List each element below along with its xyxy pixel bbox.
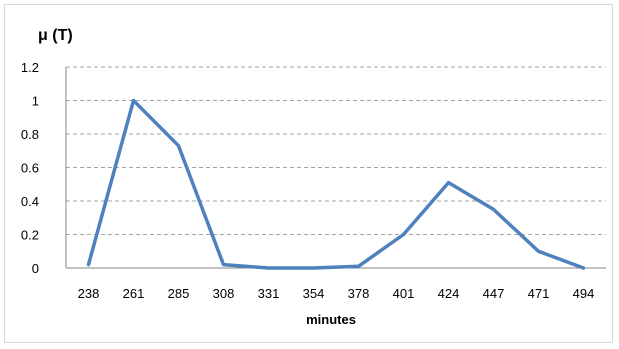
y-tick-label: 1.2 — [21, 60, 39, 75]
y-tick-label: 0.6 — [21, 161, 39, 176]
x-tick-label: 285 — [168, 286, 190, 301]
data-point — [582, 266, 585, 270]
data-point — [402, 233, 405, 236]
data-point — [177, 144, 180, 148]
x-tick-label: 424 — [438, 286, 460, 301]
x-tick-label: 238 — [78, 286, 100, 301]
data-point — [267, 266, 270, 270]
data-point — [357, 264, 360, 268]
x-tick-labels: 238 261 285 308 331 354 378 401 424 447 471 494 — [78, 286, 595, 301]
y-tick-label: 0 — [32, 261, 39, 276]
data-point — [537, 249, 540, 253]
y-tick-label: 0.4 — [21, 194, 39, 209]
data-point — [87, 263, 90, 267]
chart-frame — [4, 4, 613, 343]
series-layer — [86, 98, 586, 270]
y-tick-label: 1 — [32, 94, 39, 109]
x-tick-label: 471 — [528, 286, 550, 301]
x-tick-label: 494 — [573, 286, 595, 301]
data-point — [222, 263, 225, 267]
x-tick-label: 447 — [483, 286, 505, 301]
gridlines — [66, 66, 606, 235]
x-tick-label: 331 — [258, 286, 280, 301]
x-axis-title: minutes — [306, 312, 356, 327]
x-tick-label: 378 — [348, 286, 370, 301]
y-tick-label: 0.8 — [21, 127, 39, 142]
data-point — [132, 99, 135, 102]
x-tick-label: 308 — [213, 286, 235, 301]
data-point — [447, 181, 450, 185]
x-tick-label: 261 — [123, 286, 145, 301]
x-tick-label: 354 — [303, 286, 325, 301]
y-tick-labels: 0 0.2 0.4 0.6 0.8 1 1.2 — [21, 60, 39, 276]
y-axis-title: μ (T) — [38, 27, 73, 44]
y-tick-label: 0.2 — [21, 228, 39, 243]
series-line — [86, 98, 586, 270]
data-point — [492, 207, 495, 211]
x-tick-label: 401 — [393, 286, 415, 301]
data-point — [312, 266, 315, 270]
